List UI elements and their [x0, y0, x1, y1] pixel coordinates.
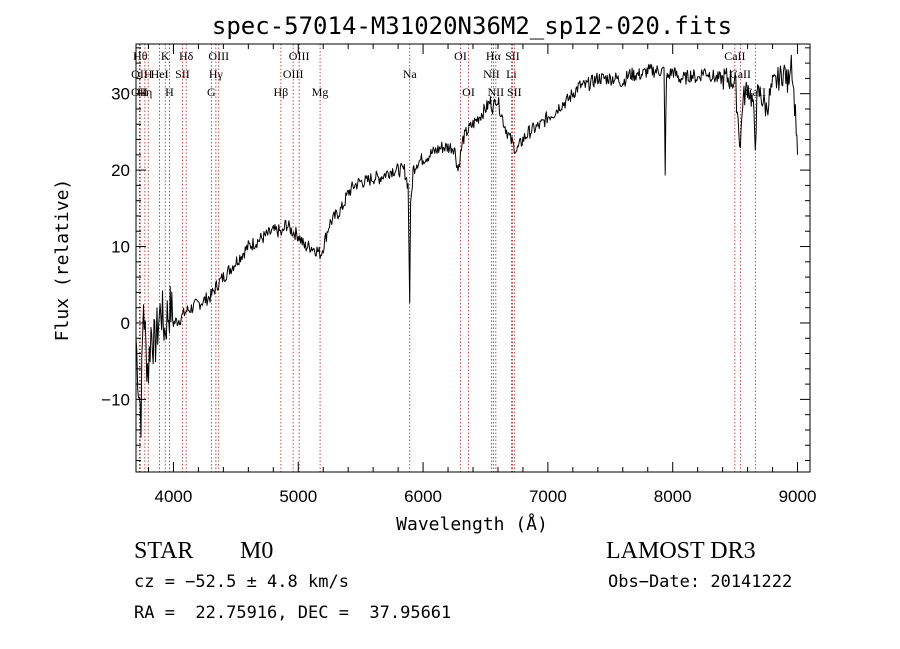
spectral-line-label: SII [505, 49, 520, 63]
spectral-line-label: OIII [283, 67, 304, 81]
y-tick-label: 10 [111, 238, 130, 257]
spectral-line-label: OIII [208, 49, 229, 63]
x-tick-label: 5000 [279, 487, 317, 506]
spectral-line-label: OI [454, 49, 467, 63]
spectral-line-label: Mg [312, 85, 329, 99]
y-tick-label: 0 [121, 314, 130, 333]
spectral-line-label: HeI [151, 67, 169, 81]
spectral-line-label: Hβ [274, 85, 289, 99]
spectral-line-label: H [165, 85, 174, 99]
spectral-line-label: Li [506, 67, 517, 81]
x-tick-label: 7000 [529, 487, 567, 506]
x-tick-label: 4000 [155, 487, 193, 506]
spectral-line-label: G [207, 85, 216, 99]
x-axis-label: Wavelength (Å) [396, 513, 548, 535]
y-tick-label: 30 [111, 85, 130, 104]
observation-date: Obs−Date: 20141222 [608, 572, 793, 592]
spectral-line-label: Hθ [133, 49, 148, 63]
spectral-line-label: Hα [486, 49, 502, 63]
spectrum-line [135, 54, 798, 438]
y-axis-label: Flux (relative) [52, 179, 73, 342]
y-axis: −10 0 10 20 30 [101, 47, 810, 462]
spectral-line-label: H [144, 67, 153, 81]
object-subclass: M0 [240, 538, 274, 564]
spectral-line-label: NII [488, 85, 505, 99]
sky-coordinates: RA = 22.75916, DEC = 37.95661 [134, 603, 452, 623]
x-axis: 4000 5000 6000 7000 8000 9000 [147, 44, 817, 506]
object-class: STAR [134, 538, 194, 564]
x-tick-label: 6000 [404, 487, 442, 506]
spectral-line-label: OIII [289, 49, 310, 63]
spectral-line-label: Na [403, 67, 418, 81]
spectral-line-label: K [161, 49, 170, 63]
spectrum-series [135, 54, 798, 438]
spectral-line-label: OI [462, 85, 475, 99]
spectral-line-label: CaII [730, 67, 751, 81]
spectral-line-label: OII [131, 85, 148, 99]
chart-title: spec-57014-M31020N36M2_sp12-020.fits [212, 12, 732, 40]
spectral-line-label: SII [175, 67, 190, 81]
survey-name: LAMOST DR3 [606, 538, 756, 564]
spectral-line-label: Hη [137, 85, 152, 99]
x-tick-label: 9000 [779, 487, 817, 506]
redshift-cz: cz = −52.5 ± 4.8 km/s [134, 572, 349, 592]
spectral-line-label: CaII [724, 49, 745, 63]
spectral-line-label: NII [483, 67, 500, 81]
spectral-line-label: Hγ [209, 67, 224, 81]
y-tick-label: −10 [101, 390, 130, 409]
spectral-line-label: Hδ [179, 49, 194, 63]
spectral-line-label: SII [507, 85, 522, 99]
spectral-line-label: OII [131, 67, 148, 81]
y-tick-label: 20 [111, 161, 130, 180]
x-tick-label: 8000 [654, 487, 692, 506]
